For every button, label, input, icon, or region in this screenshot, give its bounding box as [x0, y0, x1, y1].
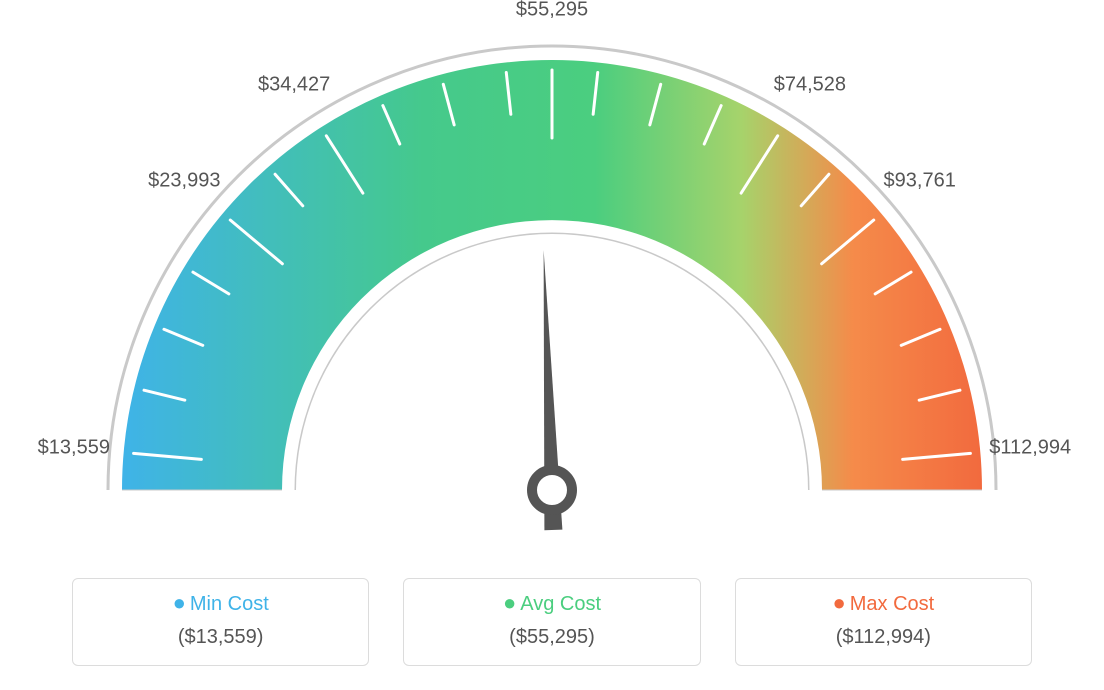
- gauge-chart: $13,559 $23,993 $34,427 $55,295 $74,528 $93,7…: [0, 0, 1104, 560]
- tick-label: $55,295: [516, 0, 588, 22]
- legend-title-text: Min Cost: [190, 593, 269, 615]
- tick-label: $23,993: [148, 170, 220, 193]
- tick-label: $74,528: [774, 74, 846, 97]
- dot-icon: ●: [832, 590, 845, 615]
- legend-row: ●Min Cost ($13,559) ●Avg Cost ($55,295) …: [72, 578, 1032, 666]
- legend-box-avg: ●Avg Cost ($55,295): [403, 578, 700, 666]
- legend-value-max: ($112,994): [746, 626, 1021, 649]
- legend-title-text: Max Cost: [850, 593, 934, 615]
- tick-label: $93,761: [884, 170, 956, 193]
- tick-label: $112,994: [989, 437, 1071, 460]
- tick-label: $34,427: [258, 74, 330, 97]
- legend-box-min: ●Min Cost ($13,559): [72, 578, 369, 666]
- tick-label: $13,559: [38, 437, 110, 460]
- gauge-svg: [0, 0, 1104, 560]
- legend-title-avg: ●Avg Cost: [414, 593, 689, 616]
- dot-icon: ●: [503, 590, 516, 615]
- dot-icon: ●: [173, 590, 186, 615]
- legend-title-text: Avg Cost: [520, 593, 601, 615]
- legend-box-max: ●Max Cost ($112,994): [735, 578, 1032, 666]
- legend-title-min: ●Min Cost: [83, 593, 358, 616]
- legend-title-max: ●Max Cost: [746, 593, 1021, 616]
- legend-value-min: ($13,559): [83, 626, 358, 649]
- legend-value-avg: ($55,295): [414, 626, 689, 649]
